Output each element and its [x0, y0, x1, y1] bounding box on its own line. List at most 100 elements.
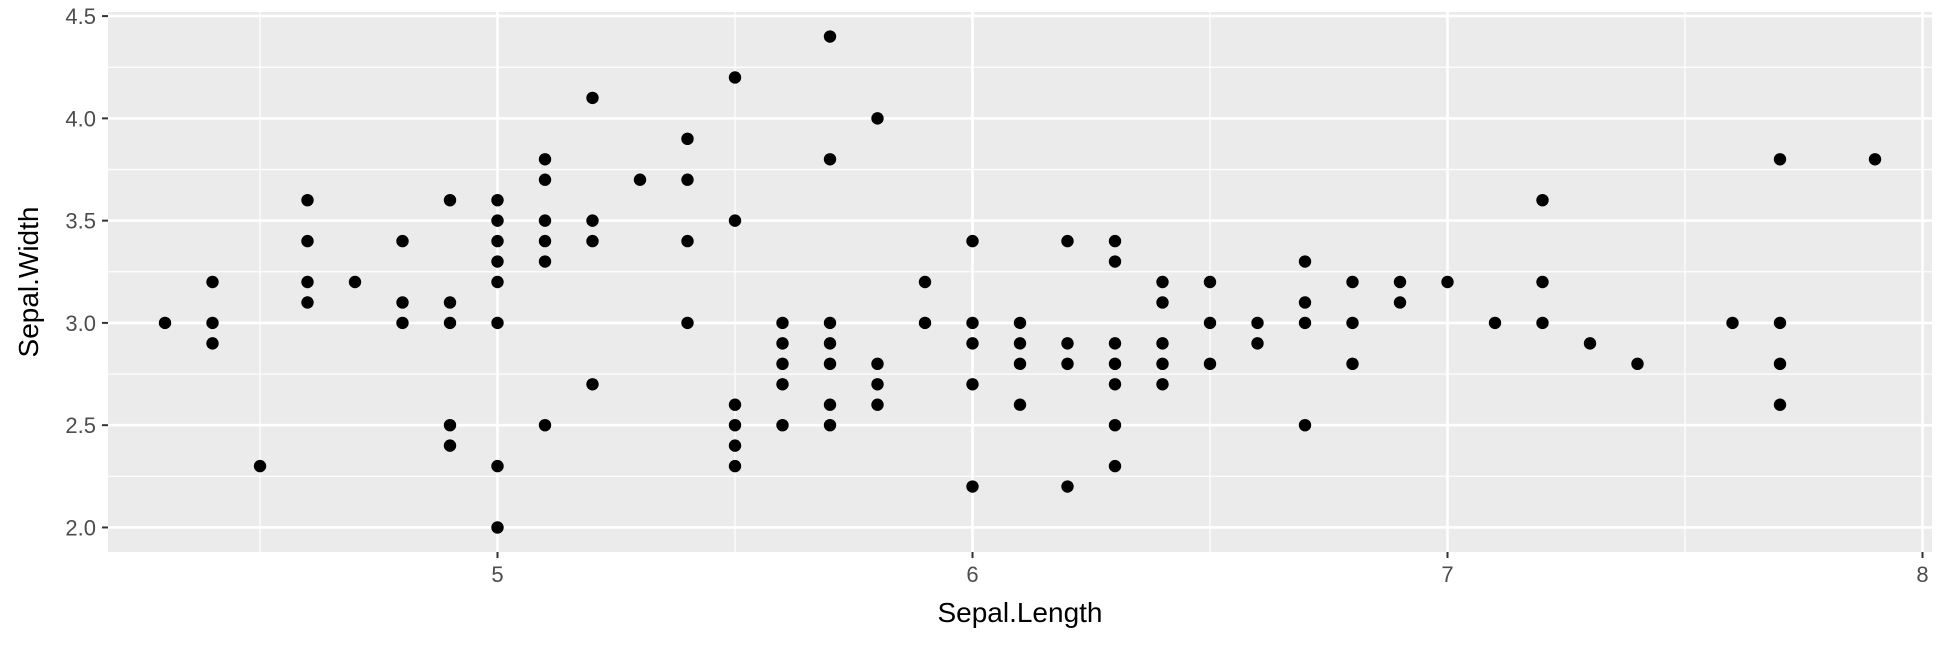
- x-tick-label: 6: [966, 562, 978, 587]
- data-point: [918, 275, 932, 289]
- data-point: [966, 378, 979, 391]
- data-point: [538, 255, 552, 268]
- data-point: [633, 173, 647, 186]
- data-point: [1013, 337, 1027, 350]
- data-point: [491, 214, 504, 227]
- data-point: [1773, 357, 1787, 371]
- x-axis: 5 6 7 8: [491, 552, 1929, 587]
- data-points: [158, 30, 1882, 534]
- y-tick-label: 2.0: [65, 515, 96, 540]
- data-point: [823, 316, 837, 330]
- data-point: [1298, 418, 1312, 432]
- data-point: [491, 275, 504, 289]
- y-tick-label: 4.5: [65, 4, 96, 29]
- data-point: [396, 296, 409, 309]
- data-point: [206, 316, 219, 330]
- data-point: [586, 378, 599, 391]
- data-point: [1108, 337, 1122, 350]
- data-point: [491, 459, 504, 473]
- data-point: [871, 357, 884, 371]
- data-point: [776, 337, 789, 350]
- data-point: [823, 337, 837, 350]
- data-point: [966, 234, 979, 248]
- data-point: [681, 316, 694, 330]
- y-tick-label: 2.5: [65, 413, 96, 438]
- data-point: [966, 480, 979, 493]
- data-point: [538, 214, 552, 227]
- data-point: [1203, 316, 1217, 330]
- data-point: [538, 418, 552, 432]
- data-point: [1251, 337, 1264, 350]
- data-point: [301, 193, 314, 207]
- data-point: [823, 30, 837, 43]
- data-point: [1108, 418, 1122, 432]
- data-point: [1773, 153, 1787, 166]
- data-point: [1156, 357, 1169, 371]
- data-point: [1346, 316, 1359, 330]
- data-point: [728, 398, 742, 411]
- data-point: [1013, 316, 1027, 330]
- data-point: [823, 153, 837, 166]
- data-point: [301, 296, 314, 309]
- data-point: [1251, 316, 1264, 330]
- plot-panel: [108, 12, 1932, 552]
- data-point: [1346, 275, 1359, 289]
- data-point: [776, 418, 789, 432]
- data-point: [1583, 337, 1597, 350]
- data-point: [538, 153, 552, 166]
- data-point: [301, 275, 314, 289]
- data-point: [776, 316, 789, 330]
- data-point: [253, 459, 267, 473]
- data-point: [1298, 296, 1312, 309]
- major-gridlines: [108, 12, 1932, 552]
- data-point: [1773, 398, 1787, 411]
- data-point: [1298, 255, 1312, 268]
- data-point: [871, 112, 884, 125]
- y-tick-label: 4.0: [65, 106, 96, 131]
- data-point: [206, 275, 219, 289]
- data-point: [728, 418, 742, 432]
- data-point: [1393, 275, 1407, 289]
- data-point: [1061, 337, 1074, 350]
- data-point: [776, 378, 789, 391]
- data-point: [1488, 316, 1502, 330]
- data-point: [1061, 234, 1074, 248]
- data-point: [1536, 316, 1549, 330]
- x-tick-label: 8: [1916, 562, 1928, 587]
- data-point: [871, 378, 884, 391]
- data-point: [586, 214, 599, 227]
- data-point: [443, 418, 457, 432]
- data-point: [443, 439, 457, 452]
- data-point: [1013, 357, 1027, 371]
- data-point: [1108, 459, 1122, 473]
- data-point: [1773, 316, 1787, 330]
- data-point: [538, 173, 552, 186]
- y-tick-label: 3.0: [65, 311, 96, 336]
- data-point: [1156, 275, 1169, 289]
- data-point: [396, 234, 409, 248]
- data-point: [491, 521, 504, 534]
- data-point: [1346, 357, 1359, 371]
- data-point: [823, 357, 837, 371]
- data-point: [206, 337, 219, 350]
- x-tick-label: 5: [491, 562, 503, 587]
- x-tick-label: 7: [1441, 562, 1453, 587]
- data-point: [871, 398, 884, 411]
- data-point: [586, 234, 599, 248]
- data-point: [966, 337, 979, 350]
- data-point: [1156, 296, 1169, 309]
- data-point: [1013, 398, 1027, 411]
- data-point: [728, 459, 742, 473]
- data-point: [1108, 255, 1122, 268]
- data-point: [158, 316, 172, 330]
- data-point: [681, 173, 694, 186]
- data-point: [538, 234, 552, 248]
- data-point: [1108, 378, 1122, 391]
- data-point: [1726, 316, 1739, 330]
- data-point: [1156, 337, 1169, 350]
- data-point: [728, 214, 742, 227]
- data-point: [1061, 357, 1074, 371]
- data-point: [1868, 153, 1882, 166]
- data-point: [1298, 316, 1312, 330]
- data-point: [1108, 234, 1122, 248]
